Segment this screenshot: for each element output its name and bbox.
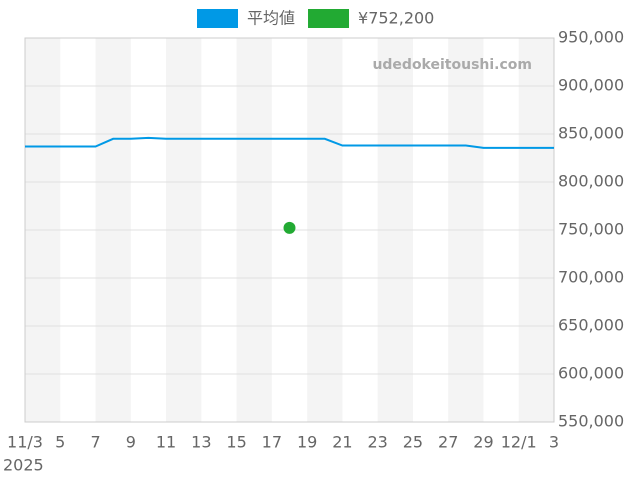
x-tick-label: 17 (262, 433, 282, 452)
x-tick-label: 21 (332, 433, 352, 452)
y-tick-label: 900,000 (558, 76, 624, 95)
watermark: udedokeitoushi.com (372, 57, 532, 73)
y-tick-label: 600,000 (558, 364, 624, 383)
x-year-label: 2025 (3, 456, 44, 475)
x-tick-label: 13 (191, 433, 211, 452)
y-tick-label: 750,000 (558, 220, 624, 239)
x-tick-label: 23 (367, 433, 387, 452)
x-tick-label: 29 (473, 433, 493, 452)
plot-frame (24, 37, 555, 423)
x-tick-label: 15 (226, 433, 246, 452)
y-tick-label: 700,000 (558, 268, 624, 287)
x-tick-label: 27 (438, 433, 458, 452)
x-tick-label: 5 (55, 433, 65, 452)
x-tick-label: 11/3 (7, 433, 43, 452)
x-tick-label: 12/1 (501, 433, 537, 452)
scatter-point (283, 221, 296, 234)
legend-swatch (308, 9, 350, 28)
x-tick-label: 19 (297, 433, 317, 452)
x-tick-label: 25 (403, 433, 423, 452)
x-tick-label: 9 (126, 433, 136, 452)
y-tick-label: 550,000 (558, 412, 624, 431)
y-tick-label: 650,000 (558, 316, 624, 335)
y-tick-label: 800,000 (558, 172, 624, 191)
legend-label: ¥752,200 (358, 9, 434, 28)
y-tick-label: 950,000 (558, 28, 624, 47)
x-tick-label: 7 (90, 433, 100, 452)
legend-label: 平均値 (247, 9, 295, 28)
line-series (25, 136, 554, 149)
y-tick-label: 850,000 (558, 124, 624, 143)
x-tick-label: 3 (549, 433, 559, 452)
legend-swatch (197, 9, 238, 28)
x-tick-label: 11 (156, 433, 176, 452)
